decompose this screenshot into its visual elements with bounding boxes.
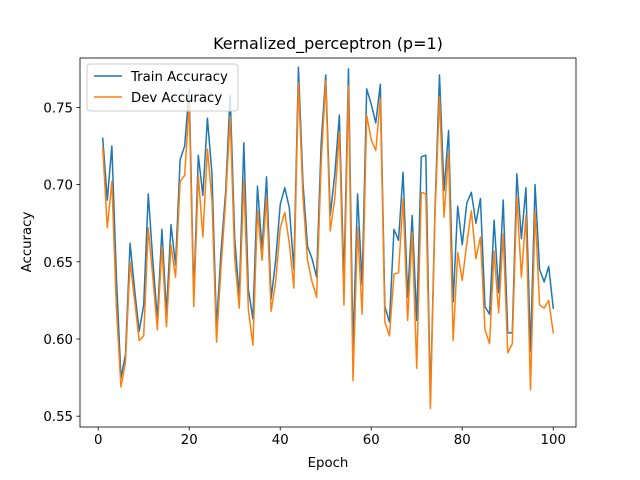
x-tick-label: 0 [94, 433, 102, 448]
y-tick-label: 0.65 [43, 256, 73, 271]
y-axis: 0.55 0.60 0.65 0.70 0.75 [43, 101, 80, 425]
x-tick-label: 100 [541, 433, 566, 448]
y-tick-label: 0.55 [43, 410, 73, 425]
legend-box [86, 63, 239, 112]
x-tick-label: 40 [272, 433, 289, 448]
series-line-dev [101, 80, 555, 410]
chart-title: Kernalized_perceptron (p=1) [213, 34, 443, 54]
y-axis-label: Accuracy [20, 212, 35, 273]
legend-label-train: Train Accuracy [130, 70, 228, 85]
y-tick-label: 0.70 [43, 179, 73, 194]
legend: Train Accuracy Dev Accuracy [86, 63, 239, 112]
y-tick-label: 0.60 [43, 333, 73, 348]
x-tick-label: 80 [454, 433, 471, 448]
y-tick-label: 0.75 [43, 101, 73, 116]
x-tick-label: 20 [181, 433, 198, 448]
x-tick-label: 60 [363, 433, 380, 448]
x-axis-label: Epoch [308, 456, 349, 471]
legend-label-dev: Dev Accuracy [131, 91, 222, 106]
x-axis: 0 20 40 60 80 100 [94, 427, 566, 448]
plot-area [101, 66, 555, 410]
axes-frame [79, 57, 577, 428]
